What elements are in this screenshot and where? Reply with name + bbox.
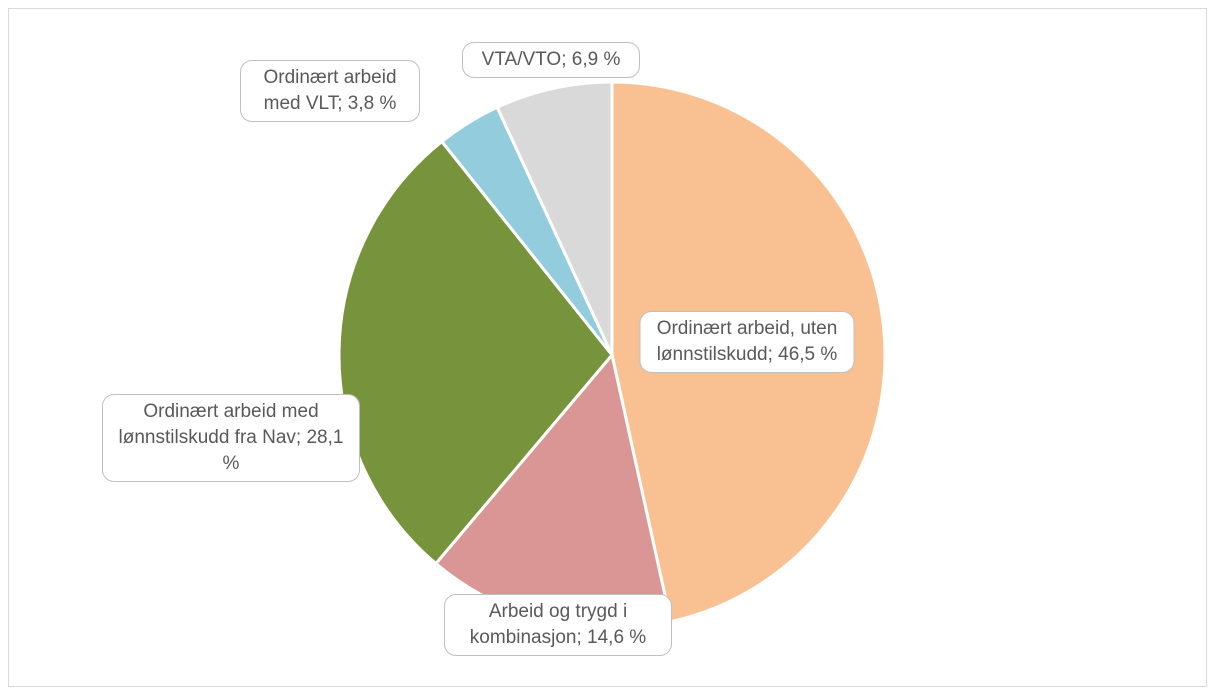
data-label: Ordinært arbeid med lønnstilskudd fra Na…: [102, 394, 360, 482]
pie-slice: [495, 80, 614, 356]
data-label: Ordinært arbeid med VLT; 3,8 %: [240, 60, 420, 122]
data-label: VTA/VTO; 6,9 %: [462, 42, 640, 78]
data-label: Ordinært arbeid, uten lønnstilskudd; 46,…: [639, 311, 855, 373]
data-label: Arbeid og trygd i kombinasjon; 14,6 %: [444, 594, 672, 656]
pie-slice: [337, 139, 614, 566]
